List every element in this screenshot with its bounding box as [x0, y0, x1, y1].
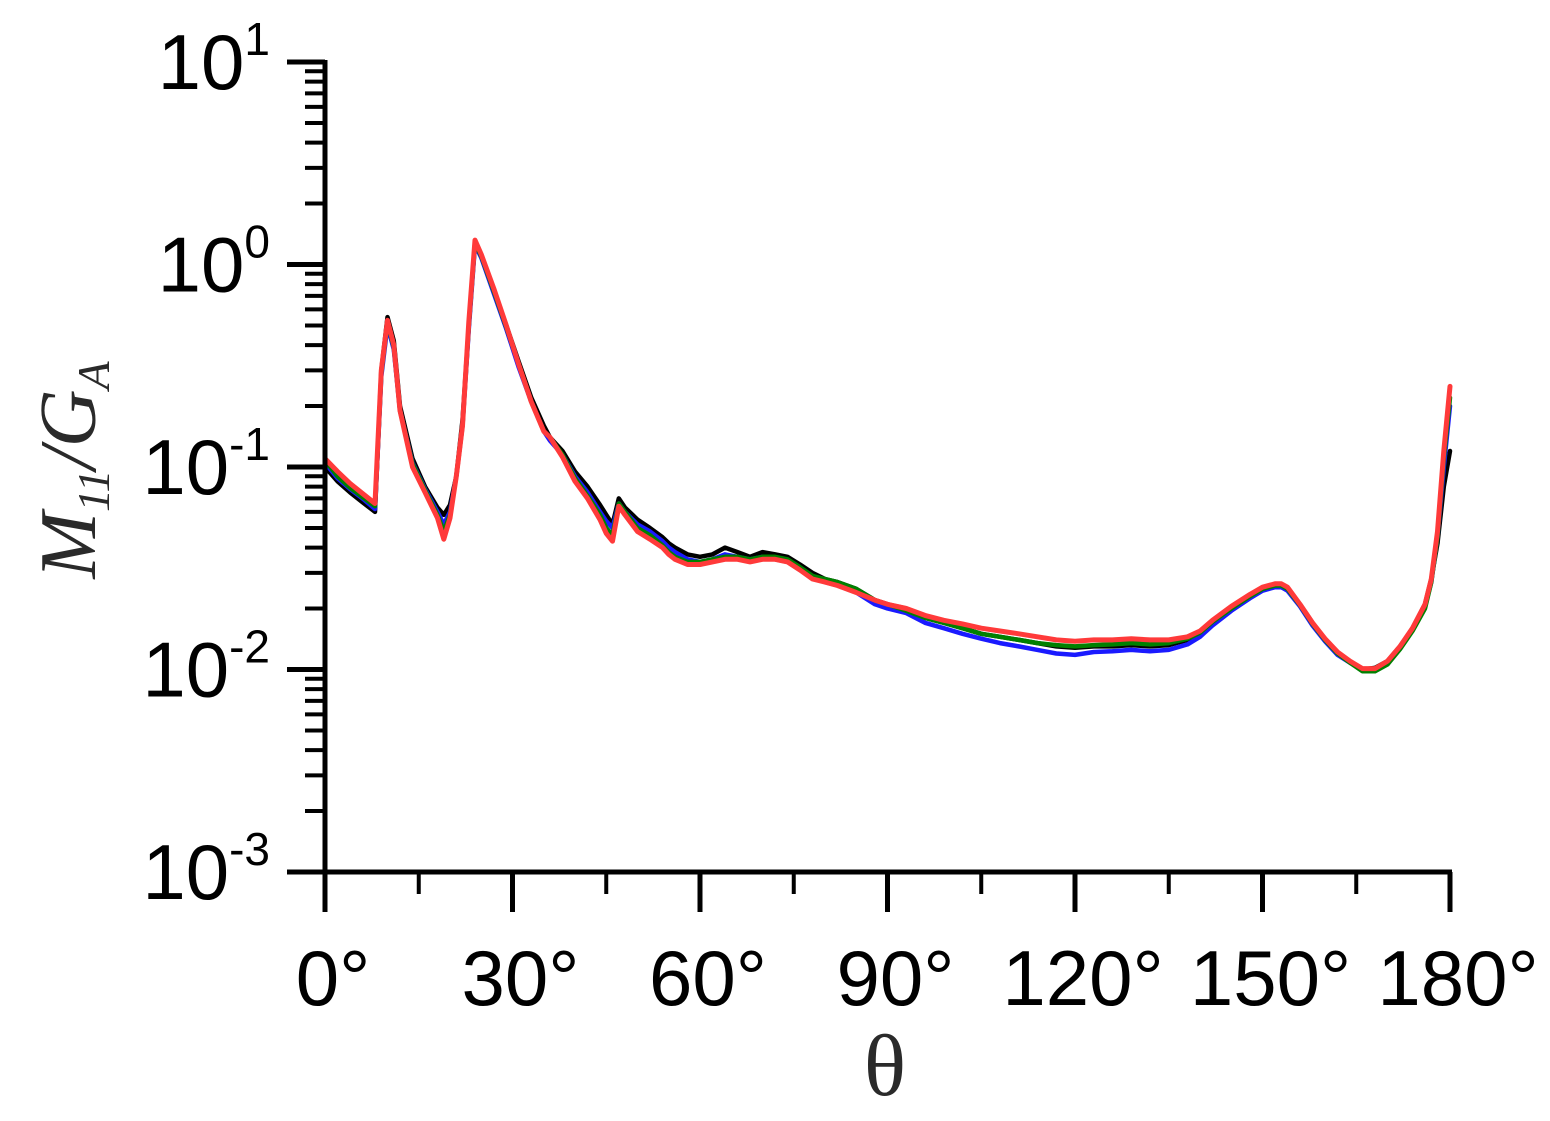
y-tick-label-base: 10 [158, 18, 245, 106]
y-axis-title-denom-sub: A [68, 360, 119, 392]
axes-layer [287, 59, 1453, 912]
y-axis-title-main-sub: 11 [68, 469, 119, 512]
x-tick-label: 0° [296, 934, 371, 1022]
x-tick-label: 60° [649, 934, 767, 1022]
y-tick-label: 10-2 [142, 621, 270, 714]
y-axis-title-main: M [25, 508, 113, 580]
x-tick-label: 120° [1002, 934, 1163, 1022]
y-tick-label-base: 10 [142, 828, 229, 916]
y-tick-label: 101 [158, 13, 270, 106]
x-axis-title: θ [864, 1018, 906, 1115]
y-tick-label-base: 10 [158, 221, 245, 309]
y-tick-label-base: 10 [142, 626, 229, 714]
y-tick-label: 10-1 [142, 418, 270, 511]
y-tick-label-exponent: -1 [229, 418, 270, 470]
y-tick-label: 10-3 [142, 823, 270, 916]
y-axis-title: M11/GA [25, 360, 119, 579]
x-tick-label: 90° [837, 934, 955, 1022]
y-tick-label-exponent: -2 [229, 621, 270, 673]
y-axis-title-denom: G [25, 389, 113, 447]
series-layer [322, 237, 1453, 674]
x-tick-label: 150° [1190, 934, 1351, 1022]
x-tick-label: 30° [462, 934, 580, 1022]
y-tick-label-exponent: 0 [244, 216, 270, 268]
y-tick-label: 100 [158, 216, 270, 309]
y-tick-label-exponent: 1 [244, 13, 270, 65]
x-tick-label: 180° [1377, 934, 1538, 1022]
y-tick-label-exponent: -3 [229, 823, 270, 875]
series-line-4 [322, 237, 1453, 672]
y-tick-label-base: 10 [142, 423, 229, 511]
